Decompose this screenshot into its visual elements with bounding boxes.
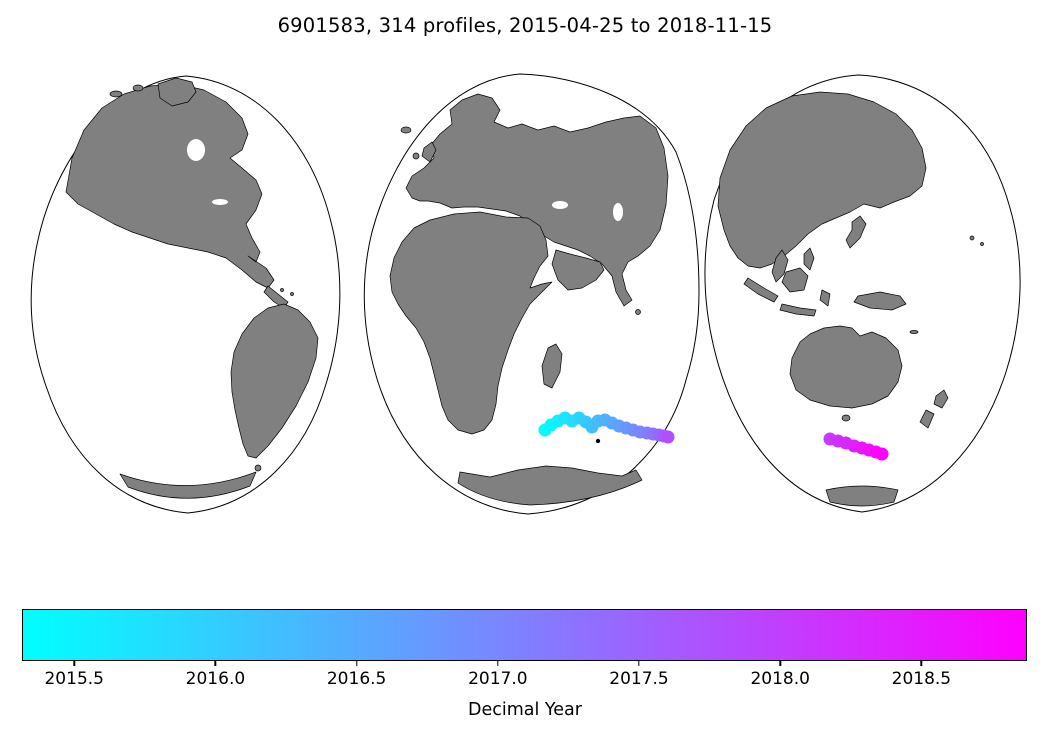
colorbar-tick-label: 2018.0 xyxy=(750,669,810,689)
new-caledonia xyxy=(909,330,919,334)
colorbar-gradient xyxy=(22,609,1027,661)
tasmania xyxy=(841,414,851,422)
colorbar-tick-label: 2016.0 xyxy=(185,669,246,689)
madagascar xyxy=(541,343,563,389)
sumatra xyxy=(743,277,779,303)
great-lakes xyxy=(212,199,228,205)
sulawesi xyxy=(819,289,831,307)
eurasia xyxy=(405,93,669,307)
colorbar-tick-label: 2018.5 xyxy=(891,669,952,689)
colorbar-tick-mark xyxy=(497,661,499,666)
sri-lanka xyxy=(635,309,641,315)
arctic-island xyxy=(132,84,144,92)
british-isles xyxy=(421,141,437,163)
kerguelen-island xyxy=(595,438,601,444)
south-america xyxy=(230,303,319,459)
new-zealand-south xyxy=(919,409,935,429)
colorbar-tick-label: 2017.5 xyxy=(609,669,669,689)
antarctic-peninsula xyxy=(254,464,262,472)
antarctica-west xyxy=(119,471,257,499)
new-guinea xyxy=(853,291,907,311)
profile-point xyxy=(661,430,675,444)
antarctica-east xyxy=(825,485,899,507)
float-trajectory-points xyxy=(538,411,889,461)
colorbar-tick-mark xyxy=(638,661,640,666)
africa xyxy=(389,211,553,435)
east-asia xyxy=(717,91,927,269)
colorbar-tick-mark xyxy=(73,661,75,666)
figure-title: 6901583, 314 profiles, 2015-04-25 to 201… xyxy=(277,14,773,37)
colorbar-tick-mark xyxy=(920,661,923,666)
colorbar-tick-label: 2015.5 xyxy=(44,669,104,689)
continents xyxy=(65,77,984,507)
arabian-peninsula xyxy=(551,249,605,291)
colorbar-tick-mark xyxy=(214,661,217,666)
pacific-island xyxy=(969,235,975,241)
arctic-island xyxy=(109,90,123,98)
colorbar-tick-label: 2016.5 xyxy=(326,669,387,689)
malay-peninsula xyxy=(771,249,789,283)
colorbar: 2015.5 2016.0 2016.5 2017.0 2017.5 2018.0 2018… xyxy=(22,609,1027,689)
colorbar-axis-label: Decimal Year xyxy=(468,700,582,720)
greenland xyxy=(157,77,197,107)
antarctica-central xyxy=(457,465,643,506)
iceland xyxy=(400,126,412,134)
caspian-sea xyxy=(613,203,623,221)
black-sea xyxy=(552,201,568,209)
caribbean-island xyxy=(280,288,284,292)
ireland xyxy=(412,152,420,160)
colorbar-tick-label: 2017.0 xyxy=(468,669,528,689)
java xyxy=(779,303,817,317)
borneo xyxy=(781,267,809,293)
world-map xyxy=(30,73,1021,515)
caribbean-island xyxy=(290,292,294,296)
colorbar-tick-mark xyxy=(355,661,358,666)
new-zealand-north xyxy=(933,389,949,409)
colorbar-tick-mark xyxy=(779,661,781,666)
japan xyxy=(845,215,867,249)
australia xyxy=(789,325,903,409)
philippines xyxy=(803,247,815,271)
pacific-island xyxy=(980,242,984,246)
hudson-bay xyxy=(187,139,205,161)
profile-point xyxy=(875,447,889,461)
